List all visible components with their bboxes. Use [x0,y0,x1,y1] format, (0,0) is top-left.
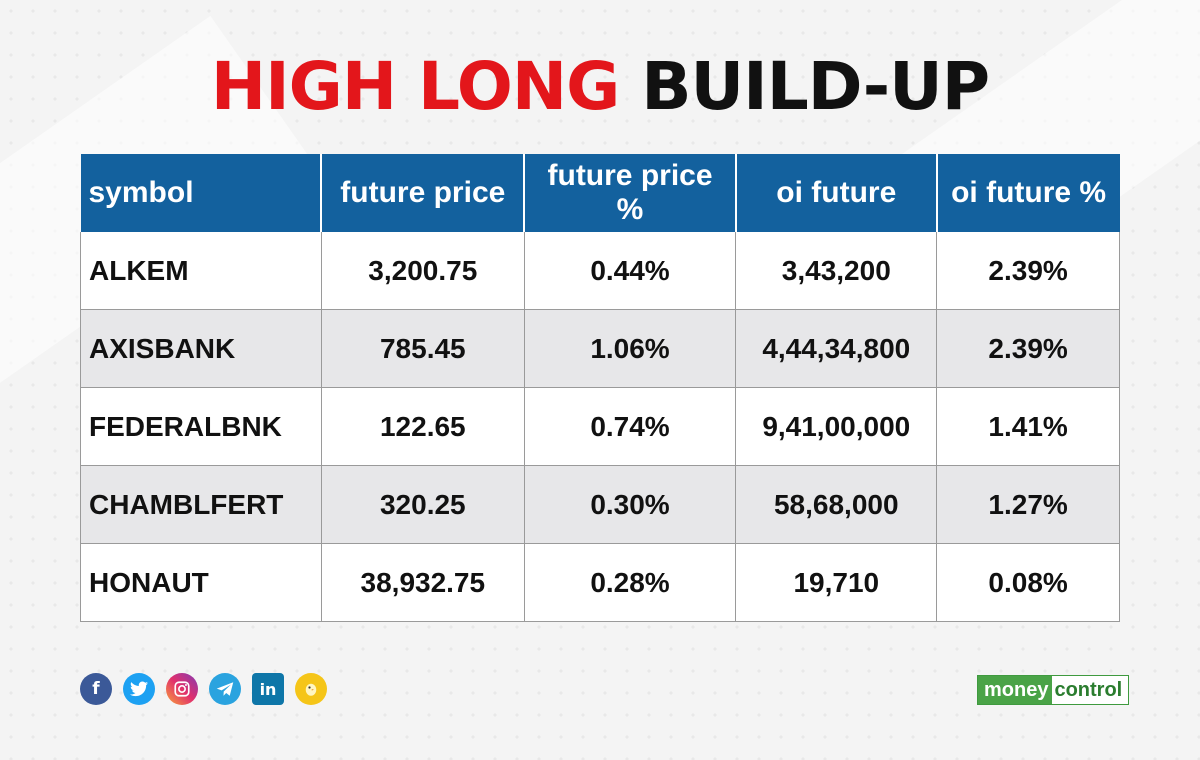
cell-future-price: 122.65 [320,387,525,466]
cell-symbol: HONAUT [80,543,322,622]
title-red-part: HIGH LONG [210,48,620,125]
logo-money: money [978,676,1053,704]
cell-oi-future: 3,43,200 [735,232,937,310]
cell-oi-future: 19,710 [735,543,937,622]
cell-future-price: 3,200.75 [320,232,525,310]
header-oi-future-pct: oi future % [935,154,1120,232]
table-row: CHAMBLFERT 320.25 0.30% 58,68,000 1.27% [80,465,1120,544]
cell-future-price-pct: 0.44% [523,232,736,310]
cell-future-price-pct: 0.74% [523,387,736,466]
telegram-icon[interactable] [209,673,241,705]
cell-oi-future-pct: 1.41% [936,387,1120,466]
header-future-price: future price [320,154,525,232]
cell-oi-future: 4,44,34,800 [735,309,937,388]
table-row: FEDERALBNK 122.65 0.74% 9,41,00,000 1.41… [80,387,1120,466]
cell-future-price-pct: 1.06% [523,309,736,388]
cell-symbol: AXISBANK [80,309,322,388]
cell-future-price: 320.25 [320,465,525,544]
cell-oi-future-pct: 2.39% [936,309,1120,388]
long-buildup-table: symbol future price future price % oi fu… [80,154,1120,622]
cell-future-price: 785.45 [320,309,525,388]
instagram-icon[interactable] [166,673,198,705]
table-row: ALKEM 3,200.75 0.44% 3,43,200 2.39% [80,232,1120,310]
table-header-row: symbol future price future price % oi fu… [80,154,1120,232]
social-icons: f in [80,673,327,705]
cell-oi-future-pct: 0.08% [936,543,1120,622]
header-future-price-pct: future price % [523,154,736,232]
koo-icon[interactable] [295,673,327,705]
cell-oi-future: 9,41,00,000 [735,387,937,466]
cell-oi-future-pct: 1.27% [936,465,1120,544]
cell-future-price-pct: 0.28% [523,543,736,622]
title-black-part: BUILD-UP [641,48,990,125]
logo-control: control [1052,676,1129,704]
twitter-icon[interactable] [123,673,155,705]
moneycontrol-logo: money control [977,675,1130,705]
table-row: AXISBANK 785.45 1.06% 4,44,34,800 2.39% [80,309,1120,388]
page-title: HIGH LONG BUILD-UP [0,42,1200,132]
cell-oi-future-pct: 2.39% [936,232,1120,310]
header-symbol: symbol [80,154,322,232]
linkedin-icon[interactable]: in [252,673,284,705]
cell-oi-future: 58,68,000 [735,465,937,544]
cell-symbol: CHAMBLFERT [80,465,322,544]
table-row: HONAUT 38,932.75 0.28% 19,710 0.08% [80,543,1120,622]
cell-symbol: FEDERALBNK [80,387,322,466]
cell-future-price-pct: 0.30% [523,465,736,544]
cell-symbol: ALKEM [80,232,322,310]
header-oi-future: oi future [734,154,937,232]
facebook-icon[interactable]: f [80,673,112,705]
cell-future-price: 38,932.75 [320,543,525,622]
